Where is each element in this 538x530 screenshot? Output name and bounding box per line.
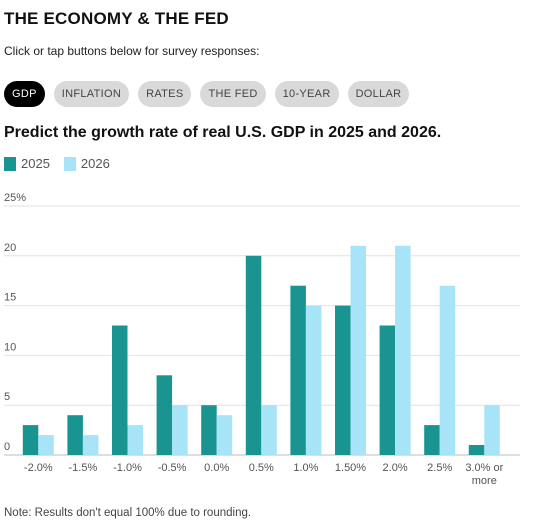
x-tick-label: 0.0% [204,462,229,474]
bar-2025 [245,255,262,455]
x-tick-label: 0.5% [249,462,274,474]
x-tick-label: -1.5% [69,462,98,474]
y-tick-label: 10 [4,341,16,353]
inflation-button[interactable]: INFLATION [53,81,130,107]
ten-year-button[interactable]: 10-YEAR [274,81,339,107]
x-tick-label: 1.50% [335,462,366,474]
legend-label-2026: 2026 [80,156,110,171]
bar-2025 [22,425,39,455]
dollar-button[interactable]: DOLLAR [347,81,410,107]
bar-2026 [172,405,188,455]
bar-2025 [379,325,396,455]
bar-2026 [82,435,99,455]
legend-label-2025: 2025 [21,156,50,171]
bar-2025 [468,445,485,455]
bar-2026 [38,435,54,455]
y-tick-label: 15 [4,292,16,304]
bar-2025 [290,285,306,455]
legend-item-2026: 2026 [63,156,110,171]
x-tick-label: -2.0% [24,462,53,474]
legend-item-2025: 2025 [4,156,50,171]
bar-2025 [424,425,440,455]
bar-chart: 25% 20 15 10 5 0 -2.0% -1.5% -1.0% -0.5% 0.0% 0.5% 1… [4,192,520,487]
gdp-button[interactable]: GDP [4,81,45,107]
bar-2026 [439,285,456,455]
y-tick-label: 25% [4,192,26,204]
topic-button-group: GDP INFLATION RATES THE FED 10-YEAR DOLL… [4,81,410,107]
bar-2026 [350,245,366,455]
x-tick-label: more [472,475,497,487]
x-tick-label: 2.5% [427,462,452,474]
footnote: Note: Results don't equal 100% due to ro… [4,507,252,519]
legend-swatch-2025 [4,156,16,171]
x-tick-label: 1.0% [293,462,318,474]
x-tick-label: -0.5% [158,462,187,474]
page-title: THE ECONOMY & THE FED [4,9,229,28]
chart-legend: 2025 2026 [4,156,124,171]
x-tick-label: 2.0% [383,462,408,474]
y-tick-label: 0 [4,441,10,453]
bar-2026 [127,425,143,455]
bar-2026 [484,405,500,455]
x-tick-label: 3.0% or [465,462,503,474]
bar-2025 [67,415,83,455]
bar-2026 [261,405,277,455]
the-fed-button[interactable]: THE FED [200,81,266,107]
legend-swatch-2026 [63,156,76,171]
bar-2025 [335,305,351,455]
bar-2025 [156,375,173,455]
bar-2026 [395,245,411,455]
y-tick-label: 20 [4,242,16,254]
bar-2026 [216,415,233,455]
x-tick-label: -1.0% [113,462,142,474]
instruction-text: Click or tap buttons below for survey re… [4,44,260,58]
rates-button[interactable]: RATES [138,81,192,107]
bar-2025 [112,325,128,455]
bar-2025 [201,405,217,455]
bar-2026 [305,305,322,455]
chart-title: Predict the growth rate of real U.S. GDP… [4,124,442,141]
y-tick-label: 5 [4,391,10,403]
